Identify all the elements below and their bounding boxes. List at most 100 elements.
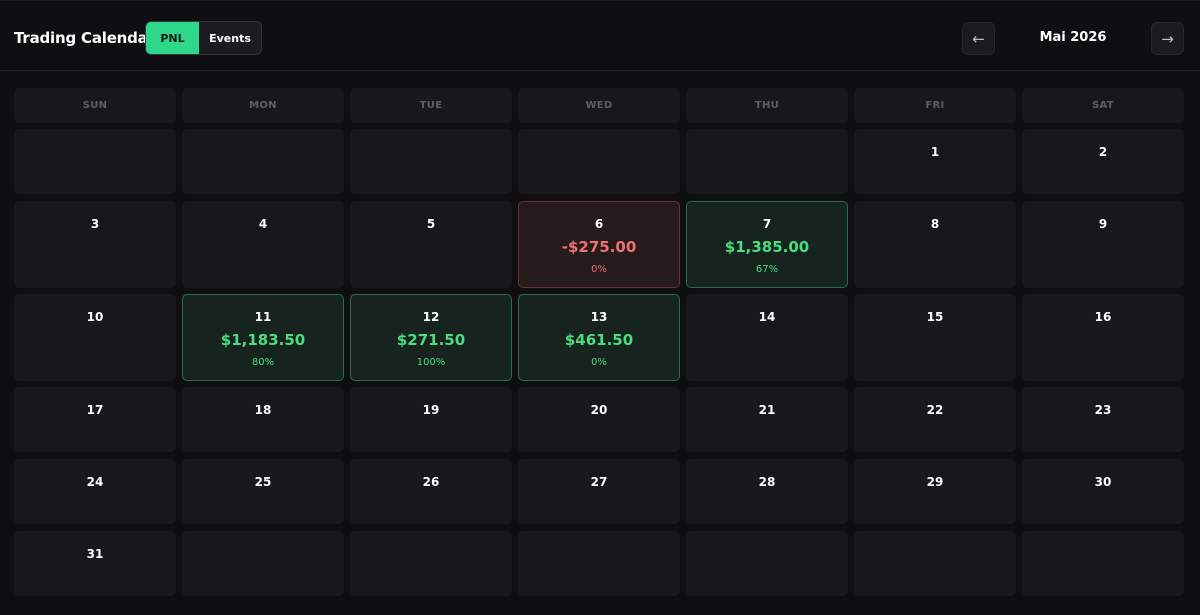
day-number: 21 [758, 403, 776, 417]
calendar-day-cell[interactable]: 21 [686, 387, 848, 452]
day-number: 29 [926, 475, 944, 489]
calendar-day-cell[interactable]: 13 $461.50 0% [518, 294, 680, 381]
view-toggle: PNL Events [145, 21, 262, 55]
day-number: 1 [930, 145, 940, 159]
day-win-rate: 100% [416, 357, 446, 368]
calendar-day-cell [854, 531, 1016, 596]
calendar-day-cell[interactable]: 9 [1022, 201, 1184, 288]
calendar-day-cell [350, 129, 512, 194]
day-number: 19 [422, 403, 440, 417]
day-number: 20 [590, 403, 608, 417]
calendar-day-cell[interactable]: 1 [854, 129, 1016, 194]
weekday-header-row: SUN MON TUE WED THU FRI SAT [14, 88, 1186, 123]
day-number: 2 [1098, 145, 1108, 159]
day-number: 31 [86, 547, 104, 561]
day-number: 14 [758, 310, 776, 324]
weekday-wed: WED [518, 88, 680, 123]
calendar-day-cell[interactable]: 30 [1022, 459, 1184, 524]
day-number: 17 [86, 403, 104, 417]
calendar-day-cell [182, 129, 344, 194]
calendar-day-cell[interactable]: 16 [1022, 294, 1184, 381]
weekday-sat: SAT [1022, 88, 1184, 123]
day-number: 26 [422, 475, 440, 489]
calendar-day-cell[interactable]: 20 [518, 387, 680, 452]
calendar-day-cell[interactable]: 5 [350, 201, 512, 288]
day-number: 3 [90, 217, 100, 231]
weekday-fri: FRI [854, 88, 1016, 123]
weekday-thu: THU [686, 88, 848, 123]
day-win-rate: 67% [755, 264, 779, 275]
calendar-day-cell[interactable]: 11 $1,183.50 80% [182, 294, 344, 381]
day-number: 18 [254, 403, 272, 417]
calendar-day-cell[interactable]: 7 $1,385.00 67% [686, 201, 848, 288]
calendar-day-cell[interactable]: 22 [854, 387, 1016, 452]
day-number: 22 [926, 403, 944, 417]
calendar-day-cell [182, 531, 344, 596]
next-month-button[interactable]: → [1151, 22, 1184, 55]
day-pnl-value: $1,183.50 [220, 331, 306, 349]
calendar-day-cell[interactable]: 10 [14, 294, 176, 381]
calendar-day-cell [518, 531, 680, 596]
calendar-day-cell[interactable]: 15 [854, 294, 1016, 381]
day-number: 11 [254, 310, 272, 324]
day-number: 5 [426, 217, 436, 231]
events-toggle-button[interactable]: Events [209, 31, 251, 45]
day-number: 6 [594, 217, 604, 231]
day-number: 25 [254, 475, 272, 489]
calendar-day-cell[interactable]: 31 [14, 531, 176, 596]
calendar-day-cell[interactable]: 29 [854, 459, 1016, 524]
calendar-day-cell[interactable]: 6 -$275.00 0% [518, 201, 680, 288]
pnl-toggle-button[interactable]: PNL [146, 22, 199, 54]
day-number: 8 [930, 217, 940, 231]
calendar-day-cell [518, 129, 680, 194]
calendar-day-cell [14, 129, 176, 194]
day-number: 9 [1098, 217, 1108, 231]
day-pnl-value: -$275.00 [561, 238, 637, 256]
day-pnl-value: $461.50 [564, 331, 634, 349]
calendar-day-cell[interactable]: 3 [14, 201, 176, 288]
day-pnl-value: $1,385.00 [724, 238, 810, 256]
calendar-day-cell[interactable]: 8 [854, 201, 1016, 288]
day-number: 27 [590, 475, 608, 489]
calendar-day-cell[interactable]: 27 [518, 459, 680, 524]
day-number: 12 [422, 310, 440, 324]
previous-month-button[interactable]: ← [962, 22, 995, 55]
calendar-day-cell[interactable]: 12 $271.50 100% [350, 294, 512, 381]
calendar-day-cell[interactable]: 19 [350, 387, 512, 452]
calendar-day-cell[interactable]: 25 [182, 459, 344, 524]
weekday-tue: TUE [350, 88, 512, 123]
current-month-label: Mai 2026 [1039, 30, 1107, 45]
day-win-rate: 0% [591, 264, 607, 275]
arrow-left-icon: ← [972, 29, 985, 48]
day-number: 10 [86, 310, 104, 324]
day-number: 7 [762, 217, 772, 231]
calendar-day-cell[interactable]: 18 [182, 387, 344, 452]
day-number: 13 [590, 310, 608, 324]
day-pnl-value: $271.50 [396, 331, 466, 349]
day-number: 23 [1094, 403, 1112, 417]
calendar-day-cell[interactable]: 4 [182, 201, 344, 288]
calendar-day-cell [686, 129, 848, 194]
day-win-rate: 80% [251, 357, 275, 368]
calendar-day-cell[interactable]: 28 [686, 459, 848, 524]
calendar-day-cell[interactable]: 17 [14, 387, 176, 452]
arrow-right-icon: → [1161, 29, 1174, 48]
day-number: 28 [758, 475, 776, 489]
day-number: 30 [1094, 475, 1112, 489]
calendar-day-cell [350, 531, 512, 596]
calendar-day-cell[interactable]: 14 [686, 294, 848, 381]
calendar-day-cell[interactable]: 24 [14, 459, 176, 524]
day-number: 15 [926, 310, 944, 324]
weekday-mon: MON [182, 88, 344, 123]
day-number: 16 [1094, 310, 1112, 324]
calendar-day-cell [1022, 531, 1184, 596]
calendar-day-cell[interactable]: 26 [350, 459, 512, 524]
calendar-day-cell[interactable]: 23 [1022, 387, 1184, 452]
calendar-day-cell[interactable]: 2 [1022, 129, 1184, 194]
day-number: 4 [258, 217, 268, 231]
page-title: Trading Calendar [14, 29, 155, 47]
weekday-sun: SUN [14, 88, 176, 123]
calendar-header: Trading Calendar PNL Events ← Mai 2026 → [0, 1, 1200, 71]
calendar-day-cell [686, 531, 848, 596]
